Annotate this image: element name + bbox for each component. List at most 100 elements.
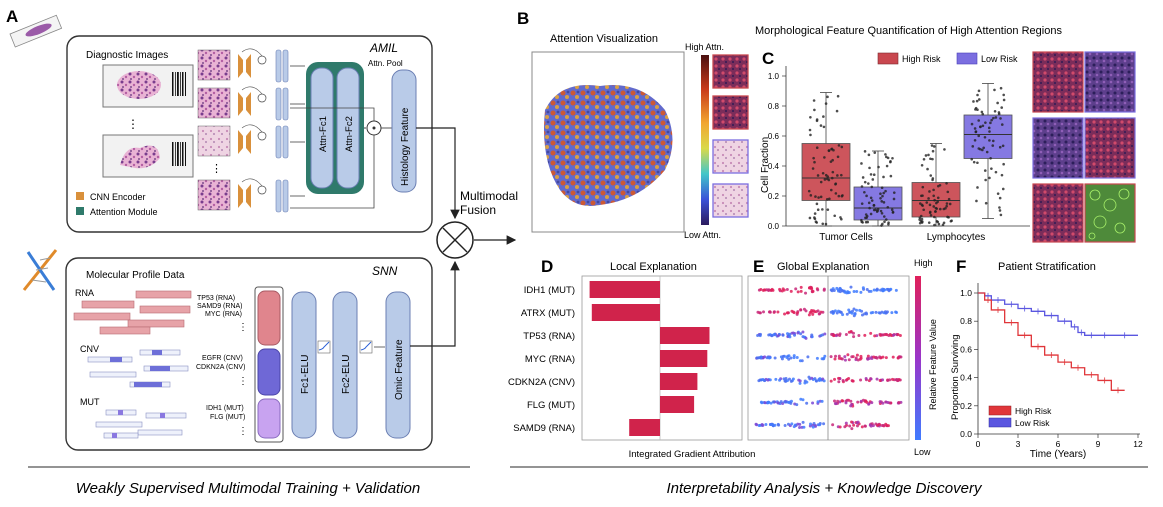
box-point: [886, 206, 890, 209]
box-point: [918, 218, 921, 221]
beeswarm-point: [781, 333, 785, 337]
box-point: [832, 148, 835, 152]
box-point: [840, 194, 844, 198]
beeswarm-point: [787, 401, 791, 405]
box-point: [867, 201, 871, 205]
beeswarm-point: [851, 379, 855, 383]
beeswarm-point: [856, 400, 860, 404]
box-point: [889, 160, 892, 163]
box-point: [989, 121, 992, 125]
box-point: [975, 99, 979, 103]
fusion-node: Multimodal Fusion: [416, 127, 518, 347]
patch-column: ⋮: [197, 49, 231, 211]
beeswarm-point: [864, 399, 868, 403]
attribution-label: SAMD9 (RNA): [513, 423, 575, 434]
box-point: [919, 214, 923, 218]
panel-c-ylabel: Cell Fraction: [760, 137, 771, 193]
box-point: [930, 144, 934, 147]
beeswarm-point: [886, 379, 890, 383]
panel-d-labels: IDH1 (MUT) ATRX (MUT) TP53 (RNA) MYC (RNA) C…: [508, 285, 575, 434]
feature-colorbar-high: High: [914, 258, 933, 268]
beeswarm-point: [865, 287, 869, 291]
histology-feature-label: Histology Feature: [400, 107, 411, 186]
attn-fc1-block: [310, 67, 334, 189]
panel-f-ytick-label: 0.8: [960, 316, 972, 326]
beeswarm-point: [809, 310, 813, 314]
box-point: [924, 154, 928, 157]
panel-f-xtick-label: 3: [1016, 439, 1021, 449]
omic-feature-label: Omic Feature: [394, 339, 405, 400]
beeswarm-point: [769, 401, 773, 405]
box-point: [927, 153, 930, 157]
beeswarm-point: [883, 310, 887, 314]
box-point: [809, 115, 812, 119]
box-point: [990, 167, 993, 170]
beeswarm-point: [878, 378, 882, 382]
fusion-label-line1: Multimodal: [460, 189, 518, 203]
panel-f-ytick-label: 0.6: [960, 344, 972, 354]
beeswarm-point: [838, 332, 842, 336]
box-point: [970, 157, 974, 161]
box-point: [880, 211, 884, 215]
box-point: [813, 216, 816, 219]
box-point: [868, 206, 871, 210]
beeswarm-point: [758, 311, 762, 315]
box-point: [938, 183, 942, 187]
beeswarm-point: [791, 331, 795, 335]
beeswarm-point: [778, 378, 782, 382]
box-point: [994, 116, 998, 119]
beeswarm-point: [878, 400, 882, 404]
beeswarm-point: [788, 377, 792, 381]
cnv-bars: [87, 349, 189, 388]
box-point: [829, 160, 833, 163]
attribution-label: CDKN2A (CNV): [508, 377, 575, 388]
beeswarm-point: [857, 333, 861, 337]
attribution-bar: [660, 350, 708, 367]
box-point: [936, 200, 939, 204]
box-point: [977, 119, 981, 122]
box-point: [892, 191, 896, 194]
beeswarm-point: [757, 379, 761, 383]
box-point: [869, 196, 873, 200]
box-point: [933, 223, 936, 227]
beeswarm-point: [866, 354, 870, 358]
beeswarm-point: [772, 310, 776, 314]
attribution-bar: [660, 327, 710, 344]
beeswarm-point: [897, 401, 901, 405]
box-point: [935, 219, 939, 223]
beeswarm-point: [869, 377, 873, 381]
legend-attention-swatch: [76, 207, 84, 215]
beeswarm-point: [843, 358, 847, 362]
beeswarm-point: [841, 378, 845, 382]
box-point: [945, 204, 948, 208]
beeswarm-point: [831, 310, 835, 314]
legend-cnn-label: CNN Encoder: [90, 192, 146, 202]
panel-c-xtick-tumor: Tumor Cells: [819, 232, 873, 243]
beeswarm-point: [850, 427, 854, 431]
panel-f: Patient Stratification Proportion Surviv…: [950, 261, 1143, 460]
box-point: [922, 208, 926, 212]
colorbar-low-label: Low Attn.: [684, 230, 721, 240]
box-point: [931, 178, 934, 182]
box-point: [936, 196, 940, 200]
box-point: [996, 101, 999, 105]
rna-segment: [257, 290, 281, 346]
snn-frame: [65, 257, 433, 451]
box-point: [823, 178, 827, 181]
beeswarm-point: [804, 336, 808, 340]
panel-label-b: B: [517, 9, 529, 28]
beeswarm-point: [896, 379, 900, 383]
beeswarm-point: [801, 330, 805, 334]
panel-c-boxes: [801, 83, 1013, 227]
beeswarm-point: [783, 400, 787, 404]
beeswarm-point: [795, 356, 799, 360]
beeswarm-point: [898, 355, 902, 359]
box-point: [815, 202, 819, 206]
slide-ellipsis: ⋮: [127, 117, 139, 131]
beeswarm-point: [781, 354, 785, 358]
beeswarm-point: [889, 287, 893, 291]
box-point: [976, 186, 979, 189]
beeswarm-point: [838, 400, 842, 404]
panel-f-ticks: 0 3 6 9 12 0.0 0.2 0.4 0.6 0.8 1.0: [960, 288, 1143, 449]
panel-f-xtick-label: 9: [1096, 439, 1101, 449]
